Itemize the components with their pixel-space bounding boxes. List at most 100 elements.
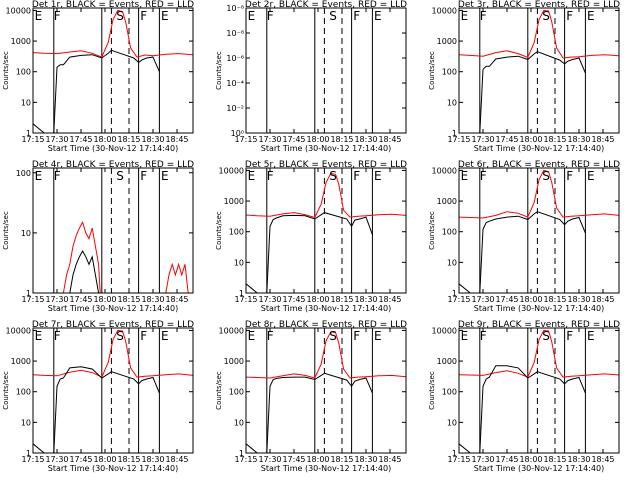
plot-frame xyxy=(458,7,620,134)
y-tick-label: 100 xyxy=(442,388,457,397)
y-tick-label: 100 xyxy=(229,388,244,397)
flag-label: E xyxy=(587,329,595,343)
events-trace xyxy=(246,212,373,293)
y-tick-label: 10⁻² xyxy=(226,104,244,113)
x-tick-label: 17:45 xyxy=(495,295,518,304)
y-tick-label: 1 xyxy=(452,449,457,458)
lld-trace xyxy=(459,169,619,219)
panel-title: Det 9r, BLACK = Events, RED = LLD xyxy=(458,320,620,330)
x-tick-label: 18:15 xyxy=(543,455,566,464)
x-axis-label: Start Time (30-Nov-12 17:14:40) xyxy=(474,464,604,473)
x-tick-label: 17:45 xyxy=(282,455,305,464)
x-tick-label: 17:30 xyxy=(258,135,281,144)
y-tick-label: 10000 xyxy=(6,326,31,335)
flag-label: E xyxy=(461,9,469,23)
events-trace xyxy=(33,49,160,133)
x-axis-label: Start Time (30-Nov-12 17:14:40) xyxy=(48,144,178,153)
flag-label: F xyxy=(480,329,487,343)
x-tick-label: 18:15 xyxy=(543,295,566,304)
plot-frame xyxy=(458,327,620,454)
flag-label: F xyxy=(480,9,487,23)
y-tick-label: 10000 xyxy=(6,6,31,15)
flag-label: E xyxy=(374,329,382,343)
x-axis-label: Start Time (30-Nov-12 17:14:40) xyxy=(261,304,391,313)
y-tick-label: 10 xyxy=(234,258,244,267)
flag-label: E xyxy=(461,169,469,183)
y-tick-label: 10 xyxy=(447,418,457,427)
y-tick-label: 1 xyxy=(26,289,31,298)
x-axis-label: Start Time (30-Nov-12 17:14:40) xyxy=(48,464,178,473)
flag-label: S xyxy=(542,169,550,183)
x-tick-label: 18:30 xyxy=(141,455,164,464)
x-tick-label: 18:00 xyxy=(93,135,116,144)
y-tick-label: 1000 xyxy=(11,37,31,46)
flag-label: F xyxy=(566,9,573,23)
x-tick-label: 18:30 xyxy=(567,455,590,464)
x-tick-label: 17:15 xyxy=(234,295,257,304)
panel-title: Det 2r, BLACK = Events, RED = LLD xyxy=(245,0,407,10)
events-trace xyxy=(459,365,586,453)
flag-label: F xyxy=(140,169,147,183)
flag-label: E xyxy=(161,9,169,23)
lld-trace xyxy=(459,9,619,59)
flag-label: E xyxy=(248,169,256,183)
x-tick-label: 18:45 xyxy=(591,295,614,304)
x-tick-label: 18:15 xyxy=(117,135,140,144)
y-tick-label: 10 xyxy=(447,258,457,267)
lld-trace xyxy=(33,329,193,378)
x-tick-label: 17:15 xyxy=(234,135,257,144)
plot-frame xyxy=(245,167,407,294)
x-tick-label: 18:45 xyxy=(165,135,188,144)
flag-label: E xyxy=(35,329,43,343)
plot-frame xyxy=(32,167,194,294)
x-tick-label: 17:15 xyxy=(447,135,470,144)
x-tick-label: 17:30 xyxy=(258,295,281,304)
panel-title: Det 7r, BLACK = Events, RED = LLD xyxy=(32,320,194,330)
x-tick-label: 18:45 xyxy=(591,135,614,144)
x-tick-label: 18:00 xyxy=(519,455,542,464)
x-axis-label: Start Time (30-Nov-12 17:14:40) xyxy=(261,144,391,153)
x-tick-label: 18:15 xyxy=(117,455,140,464)
x-tick-label: 17:15 xyxy=(234,455,257,464)
x-tick-label: 18:15 xyxy=(117,295,140,304)
flag-label: F xyxy=(353,329,360,343)
y-axis-label: Counts/sec xyxy=(215,211,223,250)
y-tick-label: 100 xyxy=(16,68,31,77)
x-tick-label: 18:45 xyxy=(591,455,614,464)
x-axis-label: Start Time (30-Nov-12 17:14:40) xyxy=(474,304,604,313)
x-tick-label: 18:45 xyxy=(378,135,401,144)
x-tick-label: 17:30 xyxy=(45,135,68,144)
lld-trace xyxy=(62,221,189,293)
y-tick-label: 1 xyxy=(452,289,457,298)
y-axis-label: Counts/sec xyxy=(428,51,436,90)
panel-title: Det 6r, BLACK = Events, RED = LLD xyxy=(458,160,620,170)
y-tick-label: 10000 xyxy=(219,326,244,335)
x-axis-label: Start Time (30-Nov-12 17:14:40) xyxy=(48,304,178,313)
x-tick-label: 18:00 xyxy=(306,455,329,464)
x-tick-label: 18:30 xyxy=(567,295,590,304)
plot-frame xyxy=(458,167,620,294)
plot-frame xyxy=(245,327,407,454)
x-tick-label: 18:15 xyxy=(543,135,566,144)
lld-trace xyxy=(246,331,406,379)
y-tick-label: 1 xyxy=(239,449,244,458)
y-tick-label: 10⁻⁸ xyxy=(226,4,244,13)
plot-frame xyxy=(245,7,407,134)
flag-label: F xyxy=(140,329,147,343)
flag-label: E xyxy=(161,169,169,183)
flag-label: F xyxy=(267,329,274,343)
flag-label: S xyxy=(329,329,337,343)
x-tick-label: 17:45 xyxy=(69,135,92,144)
panel-title: Det 8r, BLACK = Events, RED = LLD xyxy=(245,320,407,330)
x-tick-label: 17:45 xyxy=(282,295,305,304)
events-trace xyxy=(69,249,100,293)
y-tick-label: 1000 xyxy=(437,197,457,206)
x-tick-label: 17:30 xyxy=(471,455,494,464)
flag-label: S xyxy=(329,9,337,23)
flag-label: E xyxy=(587,169,595,183)
x-tick-label: 18:00 xyxy=(93,295,116,304)
